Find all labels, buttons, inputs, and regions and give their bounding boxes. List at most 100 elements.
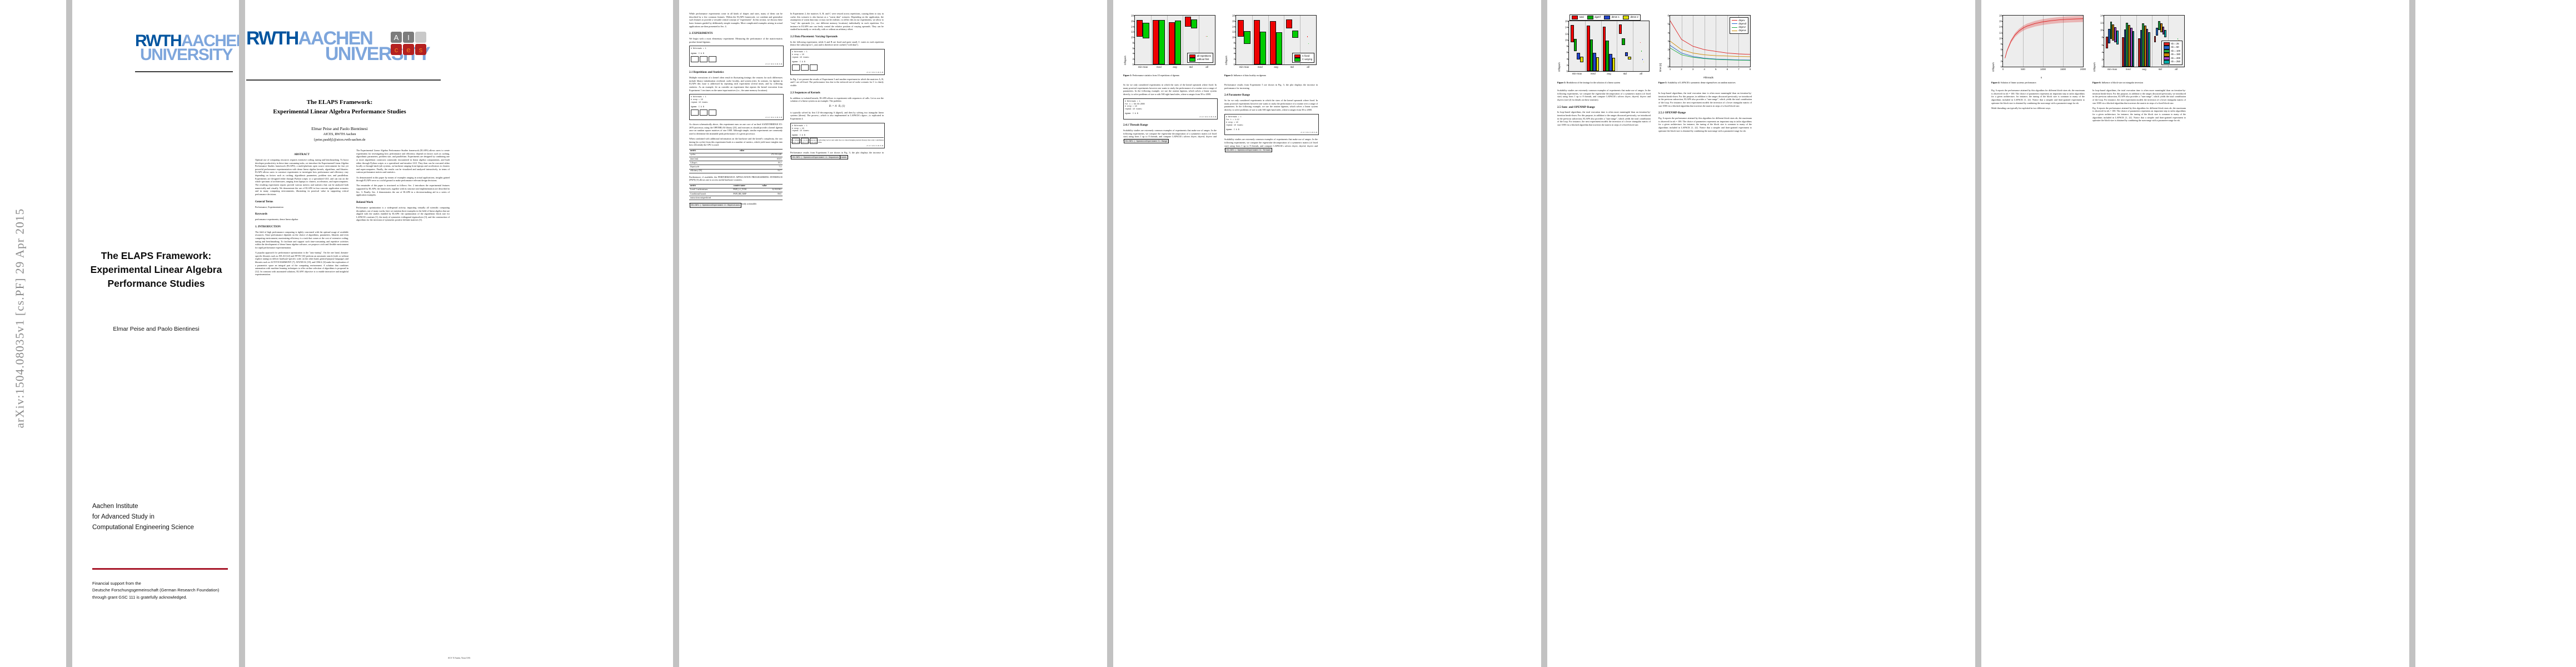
- x-axis-tick: 1500: [2060, 68, 2066, 71]
- y-axis-tick: 10: [1130, 36, 1134, 39]
- y-axis-tick: 16: [1999, 19, 2002, 23]
- confidence-band: [2005, 16, 2083, 59]
- page-gutter: [239, 0, 245, 667]
- figure-5-plot: 0 1 2 3 4 5 6 1 2 3 4 5 6 7 8 dsyev dsyevd dsyevr dsyevx: [1667, 14, 1751, 71]
- grid-line: [2136, 16, 2137, 67]
- scatter-point: [1207, 36, 1208, 37]
- p6r-para-2: Fig. 6 reports the performance attained …: [2092, 106, 2186, 122]
- figure-6-caption-label: Figure 6:: [2092, 81, 2101, 84]
- page-paper-1[interactable]: RWTHAACHEN UNIVERSITY A I c e s The ELAP…: [245, 0, 673, 667]
- page-paper-4[interactable]: total dgetrf dtrsm 1 dtrsm 2 Gflops/s 0 2 4 6 8…: [1547, 0, 1975, 667]
- page-gutter: [2409, 0, 2415, 667]
- x-axis-tick: med: [1590, 72, 1596, 75]
- kernels-col-head: value: [761, 183, 783, 188]
- series-line: [1670, 48, 1750, 60]
- p3r-para-2: In the following experiment, while A and…: [790, 40, 884, 47]
- page-paper-5[interactable]: Gflops/s 0 2 4 6 8 10 12 14 16 18 0 500 1000 1500 2000…: [1981, 0, 2409, 667]
- table-row: efficiency [%] 91.7: [689, 168, 783, 173]
- chart-legend: nb = 25 nb = 50 nb = 100 nb = 150 nb = 200 nb…: [2161, 41, 2183, 65]
- x-axis-tick: 3: [1692, 68, 1694, 71]
- code-box-id: EX-INT1 | SpeedList: [793, 156, 814, 158]
- code-box-signature: A A C B A A B A B: [765, 117, 783, 119]
- y-axis-tick: 14: [1564, 26, 1568, 29]
- y-axis-tickmark: [1669, 41, 1670, 42]
- aices-logo: A I c e s: [391, 32, 426, 56]
- y-axis-tick: 8: [2000, 42, 2002, 46]
- y-axis-tick: 0: [1233, 63, 1235, 66]
- p3-s21-text2: As shown schematically above, this exper…: [689, 123, 783, 135]
- page-paper-2[interactable]: While performance experiments come in al…: [679, 0, 1107, 667]
- legend-item: dgetrf: [1587, 16, 1601, 19]
- figure-1: Gflops/s 0 2 4 6 8 10 12 14 16 18 min-max med avg std…: [1123, 14, 1217, 72]
- grid-line: [2043, 16, 2044, 67]
- paper-title: The ELAPS Framework: Experimental Linear…: [256, 98, 423, 116]
- y-axis-tick: 16: [1130, 19, 1134, 23]
- bar: [2126, 22, 2129, 67]
- bar: [2162, 26, 2165, 35]
- y-axis-tick: 2: [1667, 48, 1669, 51]
- institute-line-3: Computational Engineering Science: [92, 524, 194, 531]
- rwth-logo-university: UNIVERSITY: [139, 45, 233, 64]
- p6-col-right: In loop-based algorithms, the total exec…: [2092, 89, 2186, 124]
- bar: [2158, 21, 2160, 31]
- page-paper-3[interactable]: Gflops/s 0 2 4 6 8 10 12 14 16 18 min-max med avg std…: [1113, 0, 1541, 667]
- figure-3-legend: total dgetrf dtrsm 1 dtrsm 2: [1569, 14, 1641, 21]
- bar: [1586, 25, 1590, 71]
- footnote-1: ¹ For simplicity, we don't expose the pi…: [790, 137, 884, 144]
- page-cover[interactable]: RWTHAACHEN UNIVERSITY The ELAPS Framewor…: [72, 0, 239, 667]
- code-box-body: # Nthreads = 1 for n = 50:50:2000 # nrep…: [1124, 99, 1217, 117]
- code-line: dgemm: C A B: [691, 52, 704, 55]
- y-axis-tick: 10: [1999, 37, 2002, 40]
- figure-5-caption: Figure 5: Scalability of LAPACK's symmet…: [1658, 81, 1752, 84]
- code-box-id: EX-INT1 | SpeedList: [1227, 148, 1248, 151]
- page-footer: ACS '15 Austin, Texas USA: [447, 657, 471, 659]
- p6l-para-2: Multi-threading can typically be exploit…: [1991, 106, 2051, 109]
- y-axis-tick: 18: [1232, 14, 1235, 17]
- legend-item: nb = 150: [2163, 53, 2180, 57]
- code-box-body: # Nthreads = 1 dgemm: C A B: [690, 46, 783, 63]
- legend-item: nb = 200: [2163, 56, 2180, 60]
- code-line: repeat 10 times:: [792, 56, 810, 58]
- figure-2-ylabel: Gflops/s: [1225, 56, 1228, 65]
- legend-swatch: [1189, 54, 1196, 58]
- code-line: # Nthreads = 1: [691, 47, 706, 50]
- bar: [1260, 31, 1267, 64]
- cover-funding-note: Financial support from the Deutsche Fors…: [92, 581, 220, 600]
- legend-label: dsyevx: [1738, 29, 1746, 32]
- y-axis-tick: 10: [2100, 28, 2103, 32]
- y-axis-tickmark: [2103, 44, 2104, 46]
- chart-legend: C fixed C varying: [1292, 53, 1314, 63]
- bar: [1590, 39, 1593, 71]
- cover-title: The ELAPS Framework: Experimental Linear…: [84, 249, 228, 291]
- y-axis-tick: 4: [2101, 51, 2103, 54]
- bar: [2160, 23, 2163, 32]
- y-axis-tickmark: [1134, 21, 1135, 22]
- p6-col-left: Fig. 6 reports the performance attained …: [1991, 89, 2085, 112]
- legend-label: dgetrf: [1595, 16, 1601, 19]
- y-axis-tickmark: [2002, 21, 2003, 22]
- y-axis-tick: 12: [2100, 21, 2103, 24]
- bar: [2128, 25, 2130, 67]
- figure-3: total dgetrf dtrsm 1 dtrsm 2 Gflops/s 0 2 4 6 8…: [1557, 14, 1651, 79]
- legend-swatch: [2163, 46, 2170, 49]
- y-axis-tick: 0: [1667, 65, 1669, 68]
- rwth-logo-light: AACHEN: [298, 28, 373, 49]
- x-axis-tick: 2: [1681, 68, 1682, 71]
- paper-title-line-1: The ELAPS Framework:: [306, 99, 373, 106]
- keywords-text: performance experiments, dense linear al…: [255, 218, 298, 221]
- legend-item: nb = 25: [2163, 42, 2180, 46]
- p5r-para-2: Fig. 6 reports the performance attained …: [1658, 117, 1752, 132]
- bar: [1190, 19, 1198, 29]
- header-rule: [246, 79, 441, 81]
- bar: [1143, 22, 1149, 39]
- x-axis-tick: 1: [1669, 68, 1671, 71]
- table-row: instructions mispredicted: [689, 196, 783, 201]
- p4l-para-1: So far we only considered experiments in…: [1123, 83, 1217, 96]
- y-axis-tick: 8: [1233, 41, 1235, 44]
- cover-title-line-1: The ELAPS Framework:: [101, 250, 212, 261]
- x-axis-tick: std: [1189, 66, 1193, 68]
- x-axis-tick: 6: [1726, 68, 1728, 71]
- right-paragraph-3: The remainder of this paper is structure…: [356, 184, 450, 197]
- code-box-body: # Nthreads = 1 # nrep = 10 repeat 10 tim…: [690, 94, 783, 117]
- legend-swatch: [2163, 42, 2170, 46]
